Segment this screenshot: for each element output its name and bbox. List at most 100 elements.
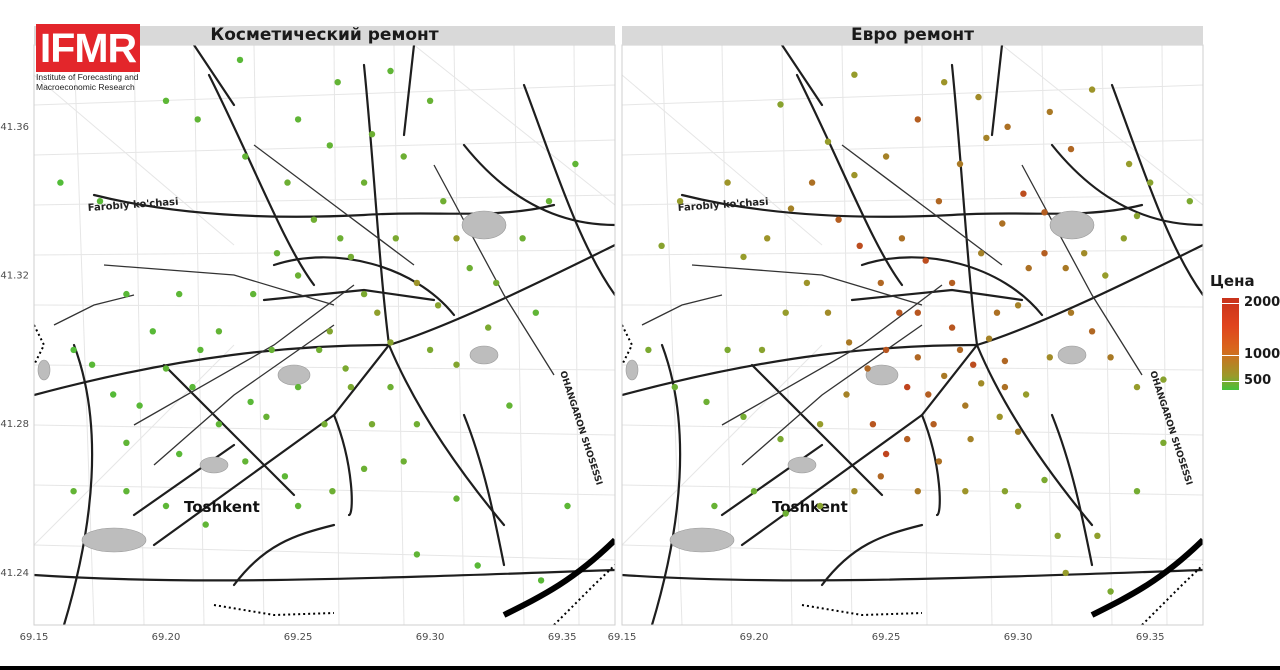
listing-point — [316, 346, 323, 354]
listing-point — [176, 290, 183, 298]
listing-point — [1001, 383, 1009, 391]
listing-point — [236, 56, 244, 64]
legend-title: Цена — [1210, 272, 1255, 290]
listing-point — [294, 502, 302, 510]
listing-point — [882, 450, 890, 458]
listing-point — [1107, 354, 1114, 361]
listing-point — [136, 402, 143, 409]
panel-title-euro: Евро ремонт — [850, 25, 974, 45]
listing-point — [882, 153, 890, 160]
listing-point — [1054, 532, 1061, 539]
listing-point — [250, 290, 257, 298]
listing-point — [387, 383, 394, 391]
listing-point — [1020, 190, 1027, 197]
listing-point — [294, 116, 302, 123]
listing-point — [1186, 198, 1194, 205]
listing-point — [1014, 302, 1022, 309]
listing-point — [1107, 588, 1114, 595]
listing-point — [413, 551, 421, 558]
listing-point — [922, 257, 929, 264]
listing-point — [149, 328, 156, 335]
listing-point — [413, 421, 421, 428]
listing-point — [360, 290, 368, 298]
legend-label-2000: 2000 — [1244, 295, 1280, 310]
listing-point — [263, 413, 270, 420]
listing-point — [962, 402, 969, 409]
listing-point — [564, 502, 571, 510]
listing-point — [914, 309, 921, 316]
listing-point — [123, 488, 130, 495]
x-tick-label: 69.30 — [416, 632, 445, 643]
listing-point — [970, 361, 977, 368]
listing-point — [326, 328, 333, 335]
listing-point — [1120, 235, 1128, 242]
listing-point — [956, 160, 964, 168]
y-tick-label: 41.32 — [0, 271, 29, 282]
listing-point — [374, 309, 381, 316]
x-tick-label: 69.15 — [608, 632, 637, 643]
listing-point — [242, 153, 249, 160]
listing-point — [869, 421, 877, 428]
listing-point — [914, 488, 921, 495]
listing-point — [1001, 488, 1009, 495]
listing-point — [658, 242, 665, 249]
listing-point — [334, 79, 341, 86]
listing-point — [1014, 502, 1022, 510]
listing-point — [978, 380, 985, 387]
listing-point — [440, 198, 447, 205]
listing-point — [724, 346, 731, 354]
listing-point — [321, 421, 328, 428]
listing-point — [326, 142, 333, 149]
legend-label-1000: 1000 — [1244, 347, 1280, 362]
listing-point — [824, 138, 832, 145]
listing-point — [215, 421, 223, 428]
listing-point — [967, 435, 974, 443]
listing-point — [1062, 569, 1069, 577]
listing-point — [360, 465, 368, 472]
listing-point — [387, 339, 394, 346]
listing-point — [1014, 428, 1022, 435]
listing-point — [176, 450, 183, 458]
listing-point — [816, 502, 824, 510]
listing-point — [1041, 209, 1048, 216]
listing-point — [1094, 532, 1101, 539]
listing-point — [537, 577, 545, 584]
legend-tick — [1222, 355, 1239, 356]
listing-point — [948, 279, 956, 287]
listing-point — [1088, 86, 1096, 93]
listing-point — [777, 435, 784, 443]
panel-strip-1: Косметический ремонт — [34, 26, 615, 45]
listing-point — [816, 421, 824, 428]
listing-point — [532, 309, 539, 316]
listing-point — [1102, 272, 1109, 279]
legend-colorbar — [1222, 298, 1239, 390]
listing-point — [787, 205, 795, 212]
listing-point — [935, 198, 943, 205]
listing-point — [1046, 108, 1054, 116]
listing-point — [777, 101, 784, 108]
listing-point — [572, 160, 579, 168]
listing-point — [856, 242, 863, 249]
listing-point — [948, 324, 956, 331]
listing-point — [962, 488, 969, 495]
listing-point — [835, 216, 842, 223]
x-tick-label: 69.35 — [548, 632, 577, 643]
listing-point — [999, 220, 1006, 227]
listing-point — [215, 328, 223, 335]
listing-point — [1133, 383, 1141, 391]
listing-point — [993, 309, 1001, 316]
listing-point — [740, 413, 747, 420]
listing-point — [1133, 212, 1141, 220]
listing-point — [896, 309, 903, 316]
listing-point — [70, 488, 77, 495]
listing-point — [281, 473, 289, 480]
listing-point — [1004, 123, 1011, 130]
x-tick-label: 69.20 — [152, 632, 181, 643]
listing-point — [247, 398, 254, 406]
listing-point — [368, 421, 376, 428]
listing-point — [676, 198, 684, 205]
listing-point — [975, 93, 982, 101]
listing-point — [851, 171, 858, 179]
listing-point — [851, 71, 858, 78]
